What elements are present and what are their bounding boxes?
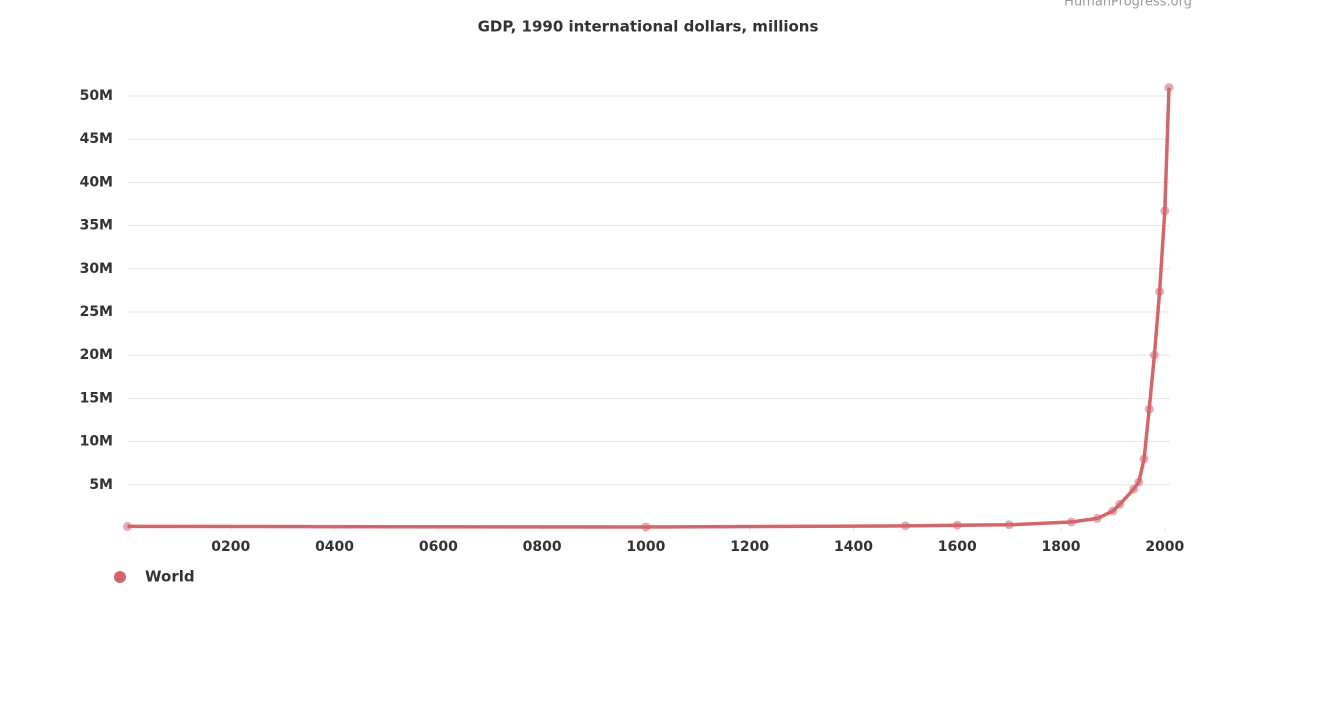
x-tick-label: 1800 [1042, 539, 1081, 555]
legend-marker [114, 571, 126, 583]
y-tick-label: 5M [89, 477, 113, 493]
y-tick-label: 35M [80, 218, 113, 234]
data-point [1066, 517, 1076, 527]
legend-label: World [145, 568, 195, 586]
chart-title: GDP, 1990 international dollars, million… [478, 18, 819, 36]
x-tick-label: 0800 [523, 539, 562, 555]
x-tick-label: 0400 [315, 539, 354, 555]
data-point [1155, 287, 1165, 297]
data-point [1004, 520, 1014, 530]
y-tick-label: 50M [80, 88, 113, 104]
x-tick-label: 1200 [730, 539, 769, 555]
data-point [1144, 404, 1154, 414]
data-point [1092, 513, 1102, 523]
y-tick-label: 25M [80, 304, 113, 320]
y-tick-label: 20M [80, 347, 113, 363]
x-tick-label: 1400 [834, 539, 873, 555]
data-point [1139, 454, 1149, 464]
y-tick-label: 15M [80, 390, 113, 406]
data-point [1115, 499, 1125, 509]
y-tick-label: 45M [80, 131, 113, 147]
data-point [1129, 484, 1139, 494]
data-point [1164, 83, 1174, 93]
y-tick-label: 30M [80, 261, 113, 277]
data-point [952, 520, 962, 530]
data-point [1134, 477, 1144, 487]
data-point [641, 522, 651, 532]
series-line [127, 87, 1171, 529]
source: HumanProgress.org [1064, 0, 1192, 10]
x-tick-label: 1000 [626, 539, 665, 555]
y-tick-label: 10M [80, 434, 113, 450]
data-point [900, 521, 910, 531]
y-tick-label: 40M [80, 174, 113, 190]
data-point [1160, 206, 1170, 216]
data-point [1108, 506, 1118, 516]
data-point [123, 521, 133, 531]
x-tick-label: 2000 [1145, 539, 1184, 555]
x-tick-label: 0200 [211, 539, 250, 555]
x-tick-label: 1600 [938, 539, 977, 555]
x-tick-label: 0600 [419, 539, 458, 555]
data-point [1149, 350, 1159, 360]
